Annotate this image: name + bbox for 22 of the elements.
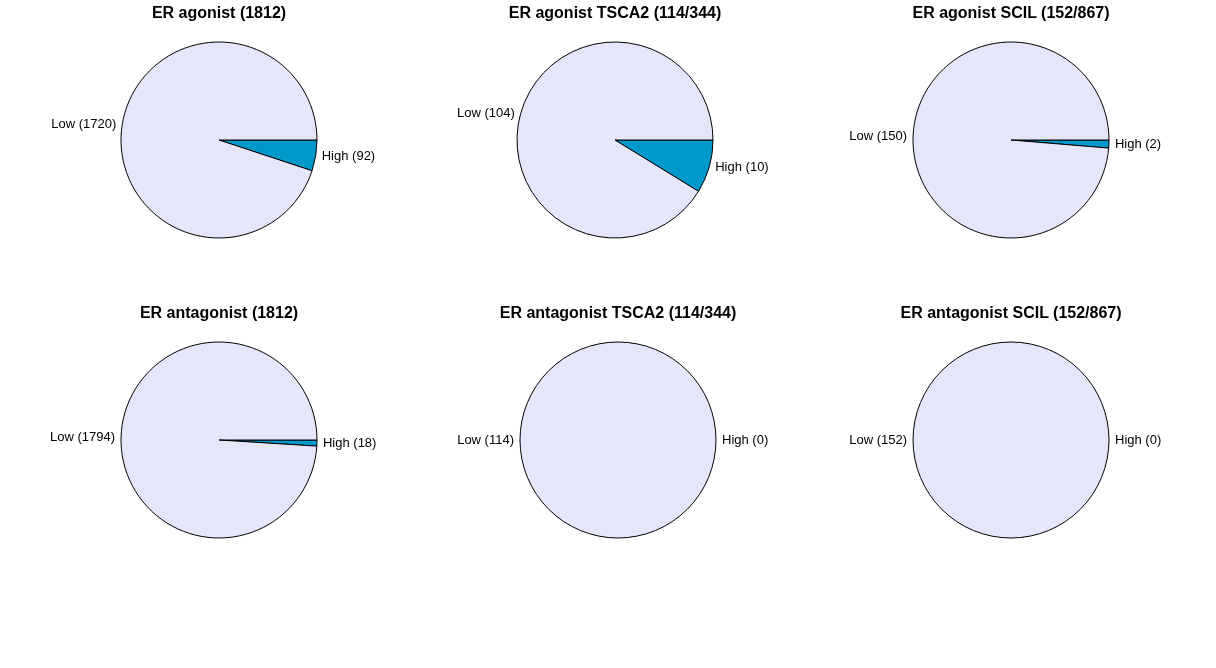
chart-title: ER agonist TSCA2 (114/344): [508, 4, 722, 21]
chart-title: ER antagonist SCIL (152/867): [900, 304, 1122, 321]
slice-label: Low (1720): [51, 116, 117, 132]
slice-label: Low (150): [849, 127, 908, 143]
slice-label: High (10): [715, 159, 769, 175]
slice-label: High (18): [322, 435, 377, 451]
pie-slice: [516, 41, 714, 239]
slice-label: Low (114): [457, 432, 514, 447]
slice-label: Low (152): [849, 432, 907, 447]
pie-slice: [912, 41, 1110, 239]
chart-title: ER antagonist TSCA2 (114/344): [499, 304, 737, 321]
chart-title: ER antagonist (1812): [139, 304, 299, 321]
slice-label: Low (104): [456, 104, 515, 120]
slice-label: High (92): [321, 147, 376, 163]
chart-title: ER agonist (1812): [151, 4, 287, 21]
slice-label: Low (1794): [50, 428, 116, 444]
pie-slice: [120, 341, 318, 539]
category-label: High (0): [722, 432, 769, 447]
pie-slice: [120, 41, 318, 239]
category-label: High (0): [1115, 432, 1162, 447]
chart-title: ER agonist SCIL (152/867): [912, 4, 1110, 21]
slice-label: High (2): [1114, 136, 1162, 152]
